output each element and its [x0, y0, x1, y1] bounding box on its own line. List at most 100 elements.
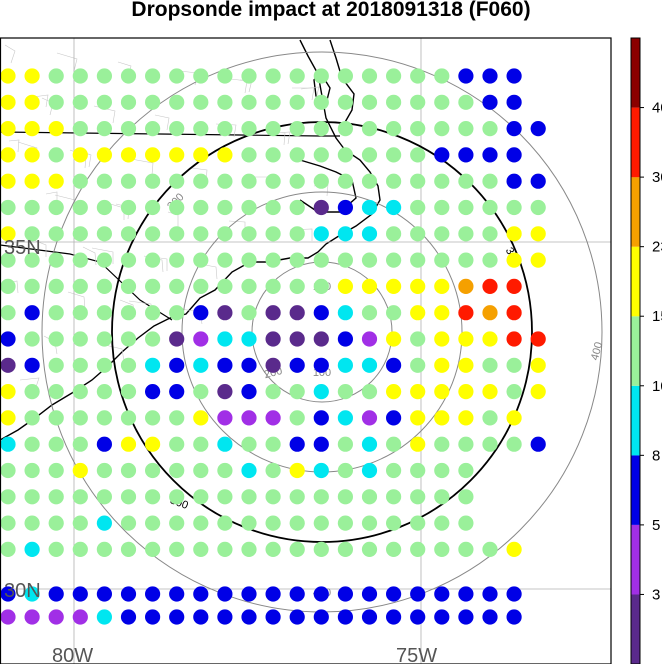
impact-dot [0, 331, 16, 347]
impact-dot [410, 226, 426, 242]
impact-dot [482, 541, 498, 558]
impact-dot [145, 226, 161, 242]
impact-dot [434, 94, 450, 110]
impact-dot [72, 226, 88, 242]
impact-dot [434, 173, 450, 189]
impact-dot [313, 305, 329, 321]
impact-dot [361, 252, 378, 268]
impact-dot [458, 252, 474, 268]
impact-dot [434, 541, 450, 558]
impact-dot [72, 489, 88, 505]
impact-dot [193, 357, 209, 373]
impact-dot [24, 331, 40, 347]
impact-dot [193, 515, 209, 531]
impact-dot [0, 278, 16, 294]
impact-dot [386, 410, 402, 426]
impact-dot [169, 515, 185, 531]
coastline-path [329, 39, 355, 125]
colorbar-tick-label: 15 [652, 308, 662, 325]
impact-dot [217, 305, 233, 321]
impact-dot [193, 147, 209, 163]
impact-dot [386, 436, 402, 452]
impact-dot [289, 94, 305, 110]
impact-dot [72, 331, 88, 347]
impact-dot [361, 489, 378, 505]
impact-dot [386, 147, 402, 163]
impact-dot [0, 252, 16, 268]
impact-dot [386, 541, 402, 558]
impact-dot [289, 515, 305, 531]
impact-dot [193, 226, 209, 242]
impact-dot [0, 68, 16, 84]
impact-dot [458, 173, 474, 189]
impact-dot [458, 147, 474, 163]
impact-dot [482, 357, 498, 373]
lat-label-30n: 30N [4, 580, 41, 602]
impact-dot [265, 410, 281, 426]
county-line [130, 158, 154, 176]
lon-label-80w: 80W [52, 645, 93, 664]
impact-dot [24, 173, 40, 189]
impact-dot [96, 586, 112, 602]
impact-dot [313, 357, 329, 373]
impact-dot [361, 462, 378, 479]
impact-dot [313, 147, 329, 163]
impact-dot [169, 609, 185, 625]
impact-dot [361, 199, 378, 216]
county-line [82, 246, 97, 266]
impact-dot [0, 410, 16, 426]
impact-dot [193, 609, 209, 625]
impact-dot [337, 199, 353, 216]
impact-dot [337, 68, 353, 84]
impact-dot [169, 541, 185, 558]
impact-dot [241, 305, 257, 321]
impact-dot [410, 199, 426, 216]
impact-dot [120, 541, 137, 558]
impact-dot [482, 226, 498, 242]
impact-dot [169, 199, 185, 216]
impact-dot [120, 462, 137, 479]
impact-dot [169, 436, 185, 452]
impact-dot [120, 515, 137, 531]
impact-dots [0, 68, 546, 625]
impact-dot [265, 226, 281, 242]
impact-dot [241, 226, 257, 242]
impact-dot [265, 357, 281, 373]
impact-dot [193, 331, 209, 347]
impact-dot [265, 515, 281, 531]
impact-dot [482, 410, 498, 426]
impact-dot [48, 199, 64, 216]
impact-dot [72, 410, 88, 426]
impact-dot [410, 357, 426, 373]
impact-dot [386, 278, 402, 294]
impact-dot [313, 410, 329, 426]
impact-dot [434, 489, 450, 505]
impact-dot [217, 68, 233, 84]
impact-dot [48, 384, 64, 400]
impact-dot [48, 173, 64, 189]
impact-dot [506, 94, 522, 110]
impact-dot [24, 489, 40, 505]
impact-dot [169, 252, 185, 268]
impact-dot [434, 331, 450, 347]
impact-dot [96, 462, 112, 479]
impact-dot [120, 199, 137, 216]
impact-dot [145, 410, 161, 426]
impact-dot [193, 586, 209, 602]
impact-dot [458, 586, 474, 602]
impact-dot [313, 94, 329, 110]
impact-dot [169, 147, 185, 163]
impact-dot [72, 199, 88, 216]
impact-dot [506, 226, 522, 242]
impact-dot [434, 609, 450, 625]
impact-dot [506, 121, 522, 137]
impact-dot [386, 305, 402, 321]
impact-dot [289, 462, 305, 479]
impact-dot [48, 94, 64, 110]
impact-dot [265, 609, 281, 625]
impact-dot [289, 384, 305, 400]
impact-dot [24, 541, 40, 558]
impact-dot [289, 147, 305, 163]
impact-dot [24, 436, 40, 452]
impact-dot [434, 436, 450, 452]
